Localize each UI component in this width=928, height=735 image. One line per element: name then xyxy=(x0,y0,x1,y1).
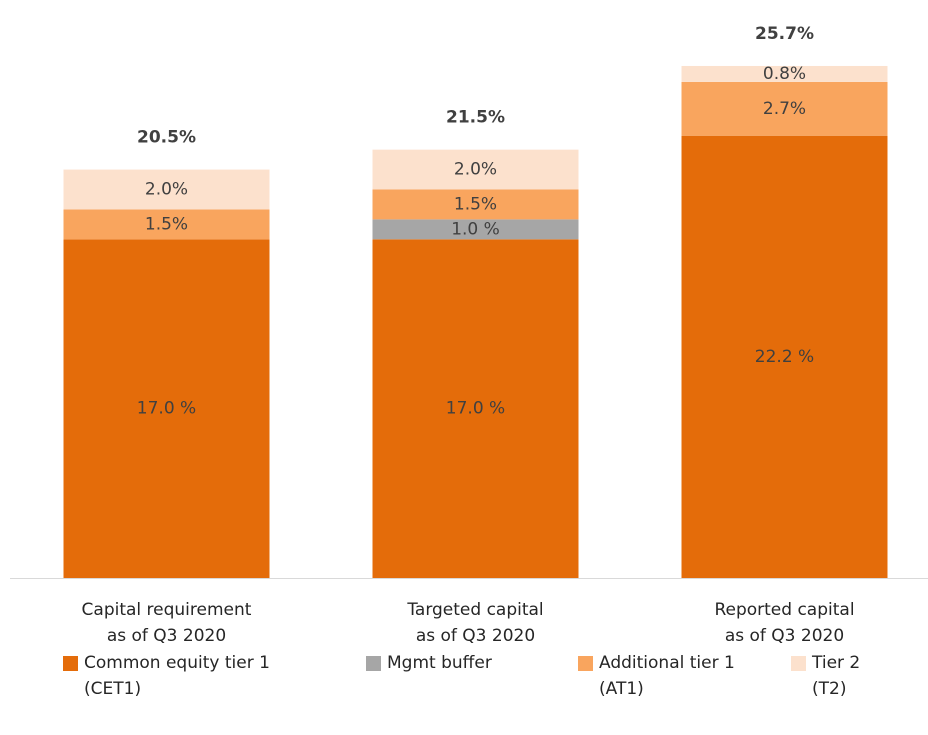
bar-segment xyxy=(63,169,270,210)
value-label: 1.0 % xyxy=(451,219,500,239)
bar-segment xyxy=(681,135,888,578)
value-label: 1.5% xyxy=(454,194,497,214)
bar-segment xyxy=(681,81,888,136)
total-label: 20.5% xyxy=(137,128,196,148)
legend-label: Tier 2 (T2) xyxy=(812,653,861,699)
legend-swatch xyxy=(366,656,381,671)
legend-label: Common equity tier 1 (CET1) xyxy=(84,653,270,699)
value-label: 17.0 % xyxy=(446,399,505,419)
value-label: 22.2 % xyxy=(755,347,814,367)
bar-segment xyxy=(63,239,270,579)
value-label: 1.5% xyxy=(145,214,188,234)
bar-segment xyxy=(372,239,579,579)
total-label: 21.5% xyxy=(446,108,505,128)
x-tick-label: Targeted capital as of Q3 2020 xyxy=(407,600,544,646)
legend-swatch xyxy=(63,656,78,671)
legend-swatch xyxy=(791,656,806,671)
bar-segment xyxy=(63,209,270,240)
value-label: 2.0% xyxy=(454,160,497,180)
bar-segment xyxy=(681,65,888,82)
x-tick-label: Reported capital as of Q3 2020 xyxy=(714,600,855,646)
x-tick-label: Capital requirement as of Q3 2020 xyxy=(81,600,252,646)
value-label: 17.0 % xyxy=(137,399,196,419)
total-label: 25.7% xyxy=(755,24,814,44)
bar-segment xyxy=(372,149,579,190)
value-label: 2.7% xyxy=(763,99,806,119)
bar-segment xyxy=(372,189,579,220)
value-label: 0.8% xyxy=(763,64,806,84)
legend-label: Mgmt buffer xyxy=(387,653,492,673)
value-label: 2.0% xyxy=(145,180,188,200)
legend-label: Additional tier 1 (AT1) xyxy=(599,653,735,699)
bar-segment xyxy=(372,219,579,240)
legend-swatch xyxy=(578,656,593,671)
